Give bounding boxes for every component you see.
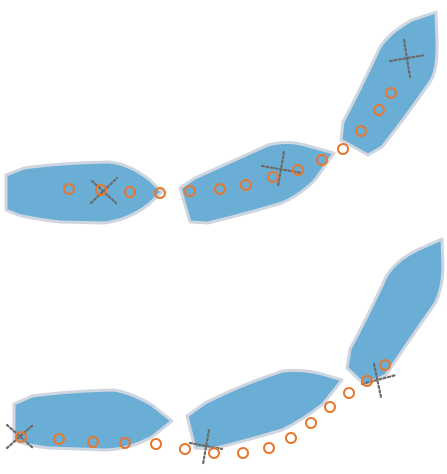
top-marker [316,154,328,166]
top-marker [337,143,349,155]
bottom-marker [53,433,65,445]
top-marker [95,184,107,196]
bottom-panel [5,237,445,466]
top-marker [124,186,136,198]
bottom-marker [237,447,249,459]
top-marker [267,171,279,183]
top-marker [184,185,196,197]
bottom-marker [263,442,275,454]
top-cross-3 [388,38,427,79]
bottom-marker [324,401,336,413]
top-marker [373,104,385,116]
bottom-cross-1 [5,423,35,450]
top-marker [240,179,252,191]
bottom-marker [15,431,27,443]
top-segment-2 [178,141,336,225]
bottom-marker [379,359,391,371]
top-panel [4,10,439,225]
bottom-segment-1 [12,388,174,452]
top-segment-3 [339,10,439,157]
bottom-marker [119,437,131,449]
top-cross-1 [89,176,119,205]
top-marker [385,87,397,99]
bottom-cross-3 [360,362,398,399]
top-marker [214,183,226,195]
top-marker [355,125,367,137]
bottom-marker [285,432,297,444]
top-marker [292,164,304,176]
bottom-marker [179,443,191,455]
bottom-marker [361,375,373,387]
bottom-marker [208,447,220,459]
top-segment-1 [4,160,164,225]
top-cross-2 [260,150,304,188]
bottom-segment-2 [185,368,344,451]
bottom-marker [87,436,99,448]
bottom-segment-3 [345,237,445,387]
top-marker [154,187,166,199]
top-marker [63,183,75,195]
bottom-marker [343,387,355,399]
bottom-marker [150,438,162,450]
bottom-marker [305,417,317,429]
